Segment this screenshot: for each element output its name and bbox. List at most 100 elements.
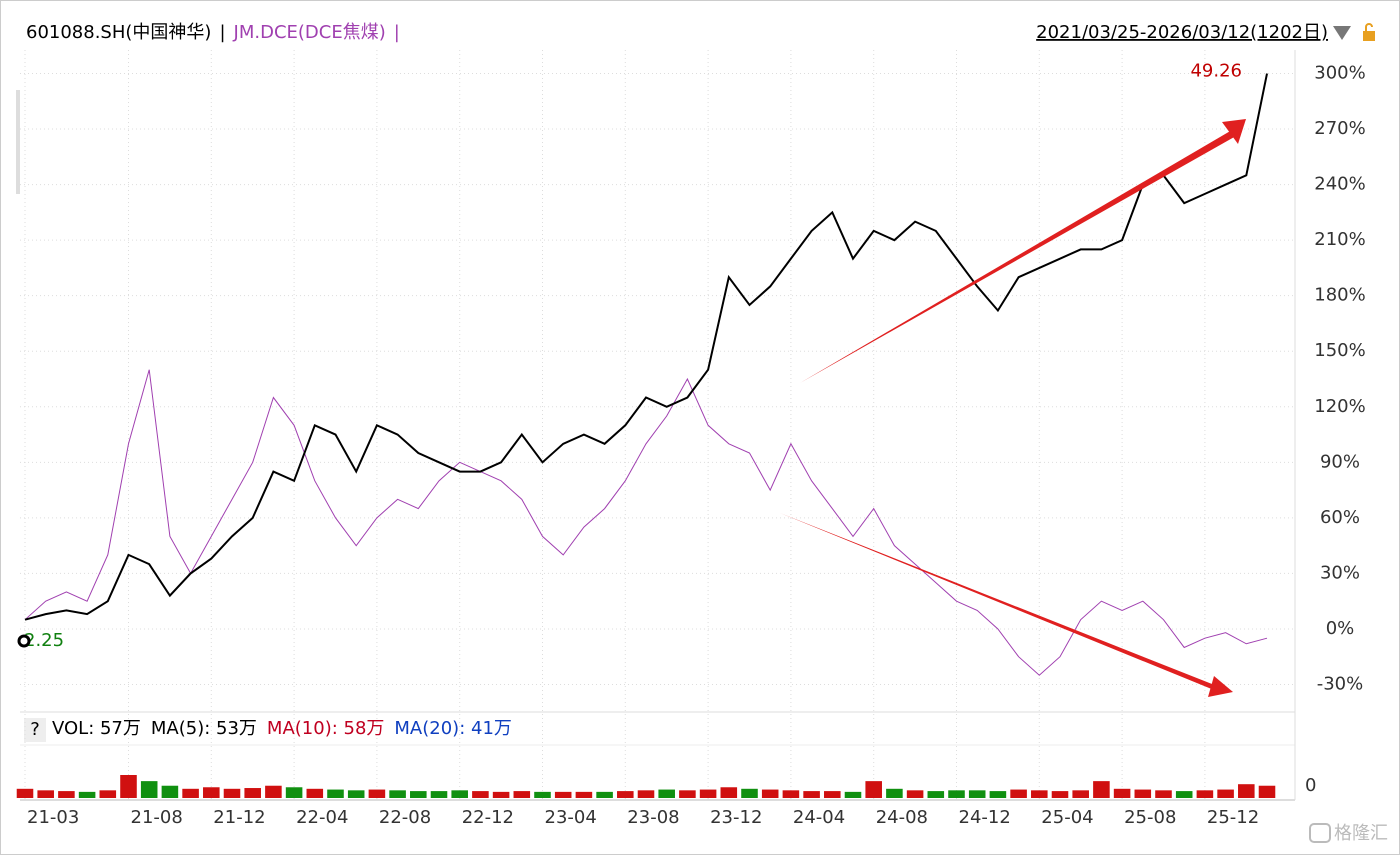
volume-bar <box>1093 781 1110 798</box>
y-tick-label: 0% <box>1326 618 1355 639</box>
volume-bar <box>844 791 862 798</box>
volume-bar <box>658 789 675 798</box>
volume-bar <box>99 790 117 798</box>
volume-bar <box>782 790 800 798</box>
volume-bar <box>389 790 406 798</box>
volume-bar <box>513 791 531 798</box>
volume-bar <box>824 791 841 798</box>
volume-bar <box>741 788 758 798</box>
y-tick-label: 90% <box>1320 451 1360 472</box>
volume-bar <box>492 791 510 798</box>
volume-bar <box>327 789 344 798</box>
lock-icon <box>1365 23 1373 31</box>
volume-bar <box>1031 790 1048 798</box>
volume-bar <box>120 775 137 798</box>
volume-bar <box>906 790 924 798</box>
lock-icon[interactable] <box>1363 31 1375 41</box>
volume-bar <box>1113 788 1131 798</box>
x-tick-label: 22-12 <box>462 807 514 828</box>
volume-bar <box>617 791 634 798</box>
x-tick-label: 23-12 <box>710 807 762 828</box>
watermark-text: 格隆汇 <box>1334 823 1388 844</box>
volume-bar <box>430 791 448 798</box>
y-tick-label: 120% <box>1314 396 1365 417</box>
volume-bar <box>679 790 696 798</box>
volume-bar <box>803 791 820 798</box>
volume-bar <box>1217 789 1234 798</box>
x-tick-label: 25-12 <box>1207 807 1259 828</box>
volume-legend: MA(5): 53万 <box>151 718 257 739</box>
separator: | <box>219 22 225 43</box>
volume-bar <box>699 789 717 798</box>
volume-bar <box>1051 791 1069 798</box>
volume-bar <box>1072 790 1089 798</box>
series-title: JM.DCE(DCE焦煤) <box>233 22 386 43</box>
volume-bar <box>554 791 572 798</box>
annotation-arrows <box>780 119 1246 697</box>
dropdown-icon[interactable] <box>1333 26 1351 40</box>
x-tick-label: 23-08 <box>627 807 679 828</box>
y-tick-label: 30% <box>1320 562 1360 583</box>
y-tick-label: 0 <box>1305 775 1316 796</box>
y-tick-label: 60% <box>1320 507 1360 528</box>
volume-bar <box>865 781 882 798</box>
help-box[interactable] <box>24 718 46 742</box>
x-tick-label: 23-04 <box>545 807 597 828</box>
low-label: 2.25 <box>24 630 64 651</box>
start-marker <box>17 634 31 648</box>
volume-bar <box>761 789 779 798</box>
volume-bar <box>161 785 179 798</box>
help[interactable]: ? <box>30 719 40 740</box>
x-tick-label: 24-04 <box>793 807 845 828</box>
volume-legend: MA(20): 41万 <box>394 718 511 739</box>
y-tick-label: 210% <box>1314 229 1365 250</box>
volume-bar <box>410 791 427 798</box>
volume-bar <box>306 788 324 798</box>
volume-bar <box>265 785 282 798</box>
volume-bar <box>203 787 220 798</box>
y-tick-label: 150% <box>1314 340 1365 361</box>
volume-bar <box>948 790 965 798</box>
volume-bar <box>78 791 96 798</box>
volume-bar <box>1134 789 1152 798</box>
volume-bar <box>472 791 489 798</box>
volume-bar <box>368 789 386 798</box>
volume-bar <box>451 790 468 798</box>
volume-bar <box>37 790 54 798</box>
x-tick-label: 21-03 <box>27 807 79 828</box>
volume-bar <box>575 791 593 798</box>
x-tick-label: 21-12 <box>213 807 265 828</box>
volume-bar <box>989 791 1007 798</box>
volume-bar <box>886 788 903 798</box>
volume-bar <box>244 788 261 798</box>
scroll-handle <box>16 90 20 194</box>
y-tick-label: 300% <box>1314 63 1365 84</box>
series-line <box>24 369 1268 676</box>
x-tick-label: 22-08 <box>379 807 431 828</box>
x-tick-label: 21-08 <box>131 807 183 828</box>
date-range[interactable]: 2021/03/25-2026/03/12(1202日) <box>1036 22 1328 43</box>
volume-bar <box>968 790 986 798</box>
volume-bar <box>16 788 34 798</box>
volume-legend: MA(10): 58万 <box>267 718 384 739</box>
arrow-head <box>1208 676 1233 697</box>
series-title: 601088.SH(中国神华) <box>26 22 211 43</box>
y-tick-label: 180% <box>1314 285 1365 306</box>
volume-legend: VOL: 57万 <box>52 718 141 739</box>
volume-bar <box>1196 790 1214 798</box>
x-tick-label: 24-12 <box>959 807 1011 828</box>
watermark: 格隆汇 <box>1309 823 1388 844</box>
volume-bar <box>1175 791 1193 798</box>
volume-bar <box>1010 789 1027 798</box>
volume-bar <box>1155 790 1172 798</box>
volume-bar <box>1258 785 1276 798</box>
arrow <box>780 513 1214 690</box>
volume-bar <box>596 791 613 798</box>
high-label: 49.26 <box>1190 61 1242 82</box>
arrow-head <box>1222 119 1246 144</box>
volume-bar <box>285 787 303 798</box>
separator: | <box>394 22 400 43</box>
y-tick-label: 270% <box>1314 118 1365 139</box>
x-tick-label: 22-04 <box>296 807 348 828</box>
